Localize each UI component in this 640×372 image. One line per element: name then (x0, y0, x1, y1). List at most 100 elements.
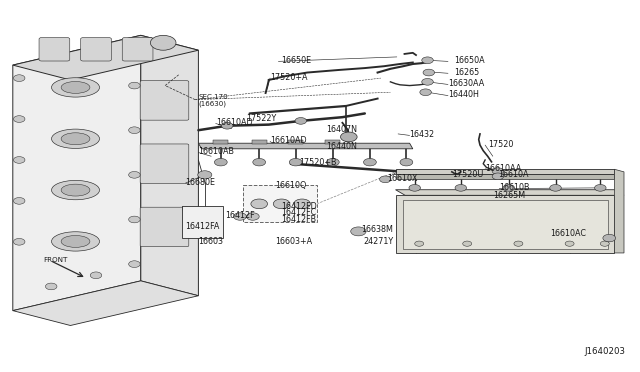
FancyBboxPatch shape (39, 38, 70, 61)
Text: 16638M: 16638M (362, 225, 394, 234)
Text: 24271Y: 24271Y (364, 237, 394, 246)
Circle shape (603, 234, 616, 242)
Text: 16603: 16603 (198, 237, 223, 246)
Polygon shape (13, 281, 198, 326)
Text: 16265: 16265 (454, 68, 479, 77)
FancyBboxPatch shape (140, 81, 189, 120)
Circle shape (294, 199, 310, 209)
FancyBboxPatch shape (182, 206, 223, 238)
Circle shape (273, 199, 290, 209)
Circle shape (595, 185, 606, 191)
Polygon shape (141, 35, 198, 296)
Polygon shape (614, 169, 624, 253)
Circle shape (129, 127, 140, 134)
Circle shape (326, 158, 339, 166)
Polygon shape (403, 200, 608, 249)
Text: 16650A: 16650A (454, 56, 485, 65)
Text: 16440N: 16440N (326, 142, 357, 151)
Text: 16412FC: 16412FC (282, 208, 317, 217)
Circle shape (422, 78, 433, 85)
Text: 16610AD: 16610AD (216, 118, 252, 127)
Text: J1640203: J1640203 (585, 347, 626, 356)
Text: 16412FD: 16412FD (282, 202, 317, 211)
Circle shape (13, 75, 25, 81)
Circle shape (455, 185, 467, 191)
Circle shape (380, 176, 391, 183)
Circle shape (492, 168, 504, 174)
Circle shape (400, 158, 413, 166)
FancyBboxPatch shape (122, 38, 153, 61)
Text: 17520U: 17520U (452, 170, 483, 179)
Text: 16412F: 16412F (225, 211, 255, 219)
Polygon shape (396, 195, 614, 253)
Circle shape (234, 213, 246, 220)
Circle shape (214, 158, 227, 166)
Ellipse shape (61, 235, 90, 247)
Circle shape (364, 158, 376, 166)
Text: 16610A: 16610A (498, 170, 529, 179)
Polygon shape (198, 143, 413, 149)
Text: (16630): (16630) (198, 101, 227, 108)
Circle shape (45, 283, 57, 290)
Circle shape (90, 272, 102, 279)
Circle shape (129, 82, 140, 89)
Circle shape (503, 185, 515, 191)
Text: 17520+B: 17520+B (300, 158, 337, 167)
Ellipse shape (51, 232, 100, 251)
Text: 16650E: 16650E (282, 56, 312, 65)
Text: 16630AA: 16630AA (448, 79, 484, 88)
Circle shape (409, 185, 420, 191)
Text: 16610B: 16610B (499, 183, 530, 192)
Circle shape (514, 241, 523, 246)
Text: 16610AD: 16610AD (270, 136, 307, 145)
Polygon shape (13, 35, 198, 80)
Circle shape (492, 173, 504, 180)
Circle shape (340, 132, 357, 142)
Ellipse shape (61, 184, 90, 196)
Circle shape (129, 261, 140, 267)
FancyBboxPatch shape (140, 144, 189, 183)
Polygon shape (396, 174, 614, 179)
FancyBboxPatch shape (140, 207, 189, 247)
Circle shape (253, 158, 266, 166)
Text: 16610AC: 16610AC (550, 229, 586, 238)
Circle shape (129, 216, 140, 223)
Circle shape (600, 241, 609, 246)
FancyBboxPatch shape (243, 185, 317, 222)
Circle shape (289, 158, 302, 166)
FancyBboxPatch shape (81, 38, 111, 61)
Ellipse shape (51, 78, 100, 97)
Circle shape (420, 89, 431, 96)
Text: 16610Q: 16610Q (275, 181, 307, 190)
Circle shape (351, 227, 366, 236)
Circle shape (565, 241, 574, 246)
Circle shape (422, 57, 433, 64)
Circle shape (129, 171, 140, 178)
Circle shape (13, 116, 25, 122)
Text: SEC.170: SEC.170 (198, 94, 228, 100)
Text: 17522Y: 17522Y (246, 114, 276, 123)
Circle shape (251, 199, 268, 209)
Polygon shape (396, 190, 624, 195)
Circle shape (221, 122, 233, 129)
Text: 16412FB: 16412FB (282, 215, 317, 224)
Text: 16412FA: 16412FA (186, 222, 220, 231)
Ellipse shape (61, 81, 90, 93)
Text: FRONT: FRONT (44, 257, 68, 263)
Text: 16407N: 16407N (326, 125, 357, 134)
Circle shape (13, 238, 25, 245)
Circle shape (463, 241, 472, 246)
Circle shape (13, 198, 25, 204)
FancyBboxPatch shape (325, 140, 340, 144)
Text: 16610AB: 16610AB (198, 147, 234, 156)
Circle shape (415, 241, 424, 246)
Text: 16680E: 16680E (186, 178, 216, 187)
Text: 16440H: 16440H (448, 90, 479, 99)
Text: 16265M: 16265M (493, 191, 525, 200)
Text: 16432: 16432 (410, 130, 435, 139)
Circle shape (246, 213, 259, 220)
Circle shape (550, 185, 561, 191)
Circle shape (198, 171, 212, 179)
Ellipse shape (51, 180, 100, 200)
Polygon shape (396, 169, 614, 174)
